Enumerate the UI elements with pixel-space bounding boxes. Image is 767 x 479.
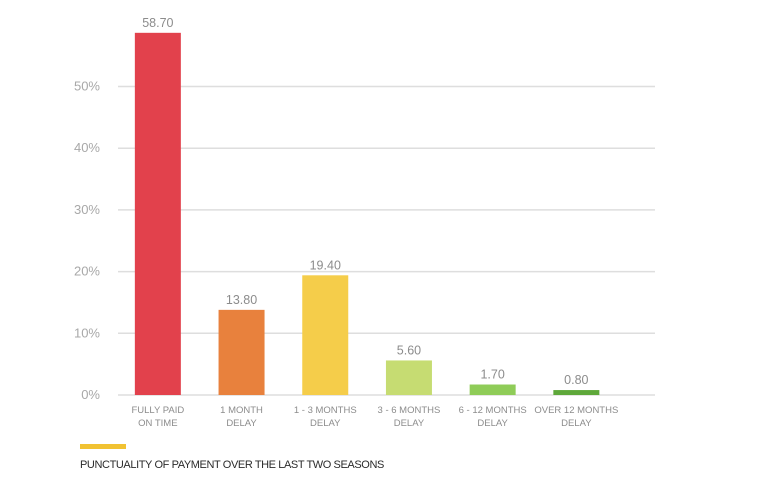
bar <box>385 360 432 395</box>
bars <box>134 32 600 396</box>
x-tick-label: 3 - 6 MONTHS DELAY <box>378 405 441 429</box>
x-tick-label: 1 - 3 MONTHS DELAY <box>294 405 357 429</box>
data-label: 58.70 <box>142 16 173 30</box>
legend-label: PUNCTUALITY OF PAYMENT OVER THE LAST TWO… <box>80 459 384 471</box>
data-label: 1.70 <box>480 368 504 382</box>
bar <box>553 390 600 395</box>
y-tick-label: 40% <box>74 140 100 155</box>
x-tick-label: OVER 12 MONTHS DELAY <box>534 405 618 429</box>
x-tick-label: FULLY PAID ON TIME <box>131 405 184 429</box>
data-label: 5.60 <box>397 343 421 357</box>
data-label: 0.80 <box>564 373 588 387</box>
bar <box>134 32 181 396</box>
y-tick-label: 10% <box>74 325 100 340</box>
y-tick-label: 50% <box>74 79 100 94</box>
y-tick-label: 20% <box>74 264 100 279</box>
data-label: 19.40 <box>310 258 341 272</box>
grid-lines <box>118 85 655 396</box>
y-tick-label: 0% <box>81 387 100 402</box>
bar <box>469 384 516 395</box>
x-axis-tick-labels: FULLY PAID ON TIME 1 MONTH DELAY 1 - 3 MONTH… <box>131 405 618 429</box>
x-tick-label: 1 MONTH DELAY <box>220 405 263 429</box>
legend-swatch <box>80 444 126 449</box>
bar <box>302 275 349 395</box>
x-tick-label: 6 - 12 MONTHS DELAY <box>459 405 527 429</box>
data-labels: 58.70 13.80 19.40 5.60 1.70 0.80 <box>142 16 588 387</box>
bar <box>218 309 265 395</box>
y-tick-label: 30% <box>74 202 100 217</box>
y-axis-tick-labels: 0% 10% 20% 30% 40% 50% <box>74 79 100 403</box>
data-label: 13.80 <box>226 293 257 307</box>
